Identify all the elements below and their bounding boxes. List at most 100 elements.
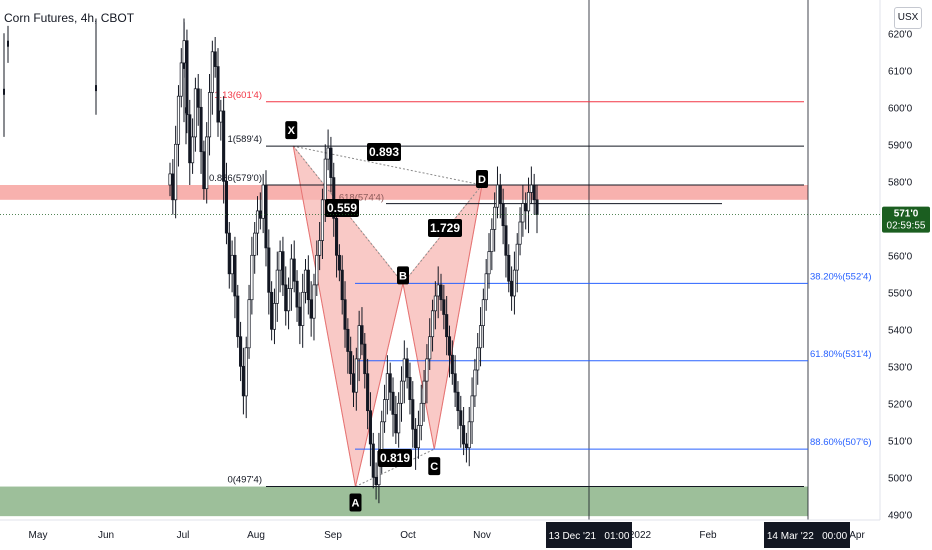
candle-body bbox=[199, 106, 203, 153]
price-tick-label: 510'0 bbox=[888, 436, 913, 447]
candle-body bbox=[185, 40, 189, 116]
candle-body bbox=[255, 210, 260, 234]
fib-level-label: 0.886(579'0) bbox=[209, 173, 262, 184]
candle-body bbox=[326, 147, 330, 160]
time-axis[interactable]: May Jun Jul Aug Sep Oct Nov 2022 Feb Apr bbox=[29, 530, 866, 541]
candle-body bbox=[518, 221, 522, 245]
candle-body bbox=[272, 303, 277, 330]
candle-body bbox=[210, 51, 214, 93]
price-tick-label: 620'0 bbox=[888, 29, 913, 40]
candle-body bbox=[230, 254, 234, 275]
candle-body bbox=[351, 373, 356, 393]
date-tag-mar-text: 14 Mar '22 00:00 bbox=[767, 531, 848, 542]
candle-body bbox=[428, 336, 432, 360]
supply-zone bbox=[0, 185, 808, 200]
price-tick-label: 530'0 bbox=[888, 362, 913, 373]
time-tick-label: 2022 bbox=[629, 530, 652, 541]
candle-body bbox=[312, 284, 316, 319]
point-badge-bg bbox=[428, 457, 441, 476]
leg-xa bbox=[292, 146, 356, 487]
candle-body bbox=[222, 110, 226, 182]
candle-body bbox=[360, 325, 364, 345]
price-tick-label: 540'0 bbox=[888, 325, 913, 336]
pattern-points: X A B C D bbox=[285, 121, 488, 512]
candle-body bbox=[224, 180, 229, 234]
candle-body bbox=[501, 203, 505, 227]
candle-body bbox=[216, 66, 220, 123]
point-badge-text: C bbox=[430, 461, 438, 473]
pattern-point-a: A bbox=[349, 493, 362, 512]
candle-body bbox=[402, 358, 406, 382]
candle-body bbox=[456, 391, 460, 412]
ratio-line-xb bbox=[292, 145, 404, 284]
candle-body bbox=[193, 88, 197, 138]
candle-body bbox=[521, 203, 525, 223]
candle-body bbox=[275, 269, 279, 304]
time-tick-label: Jul bbox=[177, 530, 190, 541]
candle-body bbox=[207, 92, 212, 138]
time-tick-label: Jun bbox=[98, 530, 114, 541]
candle-body bbox=[323, 158, 327, 201]
fib-level-label: 1.13(601'4) bbox=[214, 90, 262, 101]
candle-body bbox=[411, 399, 415, 430]
candle-body bbox=[241, 365, 245, 397]
candle-body bbox=[459, 410, 463, 426]
candle-body bbox=[433, 295, 437, 312]
candle-body bbox=[383, 399, 387, 423]
candle-body bbox=[298, 306, 302, 326]
candle-body bbox=[371, 443, 375, 478]
candle-body bbox=[445, 314, 449, 338]
pattern-point-d: D bbox=[476, 170, 488, 188]
candle-body bbox=[416, 425, 420, 449]
ratio-line-bd bbox=[402, 184, 483, 284]
pattern-point-b: B bbox=[397, 266, 409, 285]
price-axis[interactable]: 620'0610'0600'0590'0580'0570'0560'0550'0… bbox=[888, 29, 913, 521]
ratio-badge-text: 0.819 bbox=[380, 451, 410, 465]
candle-body bbox=[532, 184, 536, 201]
candle-body bbox=[467, 421, 471, 449]
candle-body bbox=[380, 421, 384, 452]
fib-extension-label: 1.618(574'4) bbox=[331, 193, 384, 204]
candle-body bbox=[306, 269, 310, 301]
price-tick-label: 560'0 bbox=[888, 251, 913, 262]
candle-body bbox=[447, 336, 452, 356]
candle-body bbox=[490, 229, 494, 252]
fib-retrace-label: 88.60%(507'6) bbox=[810, 437, 872, 448]
candlesticks[interactable] bbox=[3, 18, 539, 504]
ratio-badge-bg bbox=[428, 219, 462, 237]
candle-body bbox=[391, 391, 395, 415]
fib-levels[interactable]: 1.13(601'4) 1(589'4) 0.886(579'0) 0(497'4) 1… bbox=[209, 90, 872, 488]
candle-body bbox=[436, 284, 440, 297]
leg-ab bbox=[355, 283, 404, 487]
candle-body bbox=[354, 358, 358, 393]
candle-body bbox=[388, 373, 392, 393]
price-tick-label: 600'0 bbox=[888, 103, 913, 114]
candle-body bbox=[205, 136, 209, 190]
candle-body bbox=[498, 184, 502, 204]
candle-body bbox=[374, 476, 378, 486]
candle-body bbox=[484, 273, 488, 301]
fib-level-label: 1(589'4) bbox=[227, 134, 262, 145]
fib-retrace-label: 61.80%(531'4) bbox=[810, 349, 872, 360]
candle-body bbox=[239, 336, 243, 367]
price-tick-label: 610'0 bbox=[888, 66, 913, 77]
candle-body bbox=[171, 173, 175, 201]
time-tick-label: Apr bbox=[849, 530, 865, 541]
candle-body bbox=[430, 310, 435, 338]
currency-button[interactable]: USX bbox=[894, 7, 922, 29]
point-badge-text: B bbox=[399, 270, 407, 282]
candle-body bbox=[515, 243, 519, 271]
candle-body bbox=[476, 347, 480, 371]
candle-body bbox=[419, 402, 423, 426]
time-tick-label: Aug bbox=[247, 530, 265, 541]
point-badge-bg bbox=[285, 121, 298, 140]
point-badge-text: D bbox=[478, 174, 486, 186]
candle-body bbox=[196, 88, 200, 108]
candle-body bbox=[278, 251, 282, 271]
candle-body bbox=[495, 184, 500, 208]
candle-body bbox=[315, 254, 319, 286]
candle-body bbox=[236, 295, 240, 338]
point-badge-bg bbox=[397, 266, 409, 285]
ratio-badge: 0.559 bbox=[325, 199, 359, 217]
